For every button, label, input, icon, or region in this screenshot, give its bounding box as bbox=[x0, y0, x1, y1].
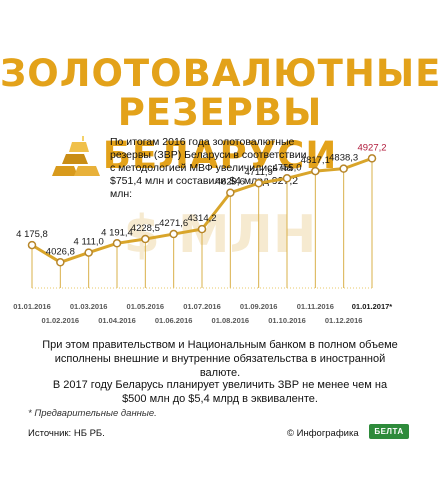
x-tick-label-10: 01.11.2016 bbox=[297, 302, 334, 311]
intro-text: По итогам 2016 года золотовалютные резер… bbox=[110, 136, 307, 200]
x-tick-label-0: 01.01.2016 bbox=[13, 302, 51, 311]
credit-text: © Инфографика bbox=[287, 428, 359, 439]
belta-logo: БЕЛТА bbox=[369, 424, 409, 439]
chart-title-line1: ЗОЛОТОВАЛЮТНЫЕ bbox=[0, 52, 440, 95]
point-0 bbox=[27, 240, 37, 250]
point-4 bbox=[141, 234, 150, 244]
point-9 bbox=[282, 174, 292, 183]
point-1 bbox=[56, 258, 65, 267]
value-label-7: 4629,6 bbox=[216, 177, 245, 188]
gold-bars-icon bbox=[52, 136, 100, 176]
obligations-note: При этом правительством и Национальным б… bbox=[42, 339, 398, 379]
x-tick-label-7: 01.08.2016 bbox=[212, 316, 250, 325]
x-tick-label-12: 01.01.2017* bbox=[352, 302, 393, 311]
point-3 bbox=[112, 239, 122, 248]
value-label-5: 4271,6 bbox=[159, 218, 188, 229]
value-label-8: 4711,9 bbox=[244, 167, 272, 178]
value-label-9: 4755,0 bbox=[272, 162, 301, 173]
point-5 bbox=[169, 229, 178, 239]
x-tick-label-9: 01.10.2016 bbox=[268, 316, 306, 325]
plan-note: В 2017 году Беларусь планирует увеличить… bbox=[52, 379, 388, 405]
point-2 bbox=[84, 248, 93, 257]
value-label-0: 4 175,8 bbox=[16, 229, 48, 240]
x-tick-label-11: 01.12.2016 bbox=[325, 316, 363, 325]
point-11 bbox=[339, 164, 348, 173]
value-label-4: 4228,5 bbox=[131, 223, 160, 234]
value-label-6: 4314,2 bbox=[187, 213, 216, 224]
value-label-2: 4 111,0 bbox=[74, 237, 104, 248]
watermark-text: $ МЛН bbox=[124, 205, 317, 265]
value-label-12: 4927,2 bbox=[357, 142, 386, 153]
value-label-1: 4026,8 bbox=[46, 246, 75, 257]
chart-title-line2: РЕЗЕРВЫ БЕЛАРУСИ bbox=[102, 91, 338, 177]
x-tick-label-2: 01.03.2016 bbox=[70, 302, 108, 311]
x-tick-label-3: 01.04.2016 bbox=[98, 316, 136, 325]
value-label-10: 4817,1 bbox=[301, 155, 330, 166]
point-8 bbox=[254, 178, 263, 188]
value-label-11: 4838,3 bbox=[329, 153, 358, 164]
point-10 bbox=[311, 166, 320, 176]
point-12 bbox=[367, 154, 377, 163]
x-tick-label-6: 01.07.2016 bbox=[183, 302, 221, 311]
value-label-3: 4 191,4 bbox=[101, 227, 133, 238]
x-tick-label-1: 01.02.2016 bbox=[42, 316, 80, 325]
x-tick-label-4: 01.05.2016 bbox=[127, 302, 165, 311]
source-text: Источник: НБ РБ. bbox=[28, 428, 105, 439]
point-7 bbox=[226, 188, 235, 197]
point-6 bbox=[197, 224, 207, 234]
x-tick-label-5: 01.06.2016 bbox=[155, 316, 193, 325]
x-tick-label-8: 01.09.2016 bbox=[240, 302, 278, 311]
footnote: * Предварительные данные. bbox=[28, 408, 157, 419]
